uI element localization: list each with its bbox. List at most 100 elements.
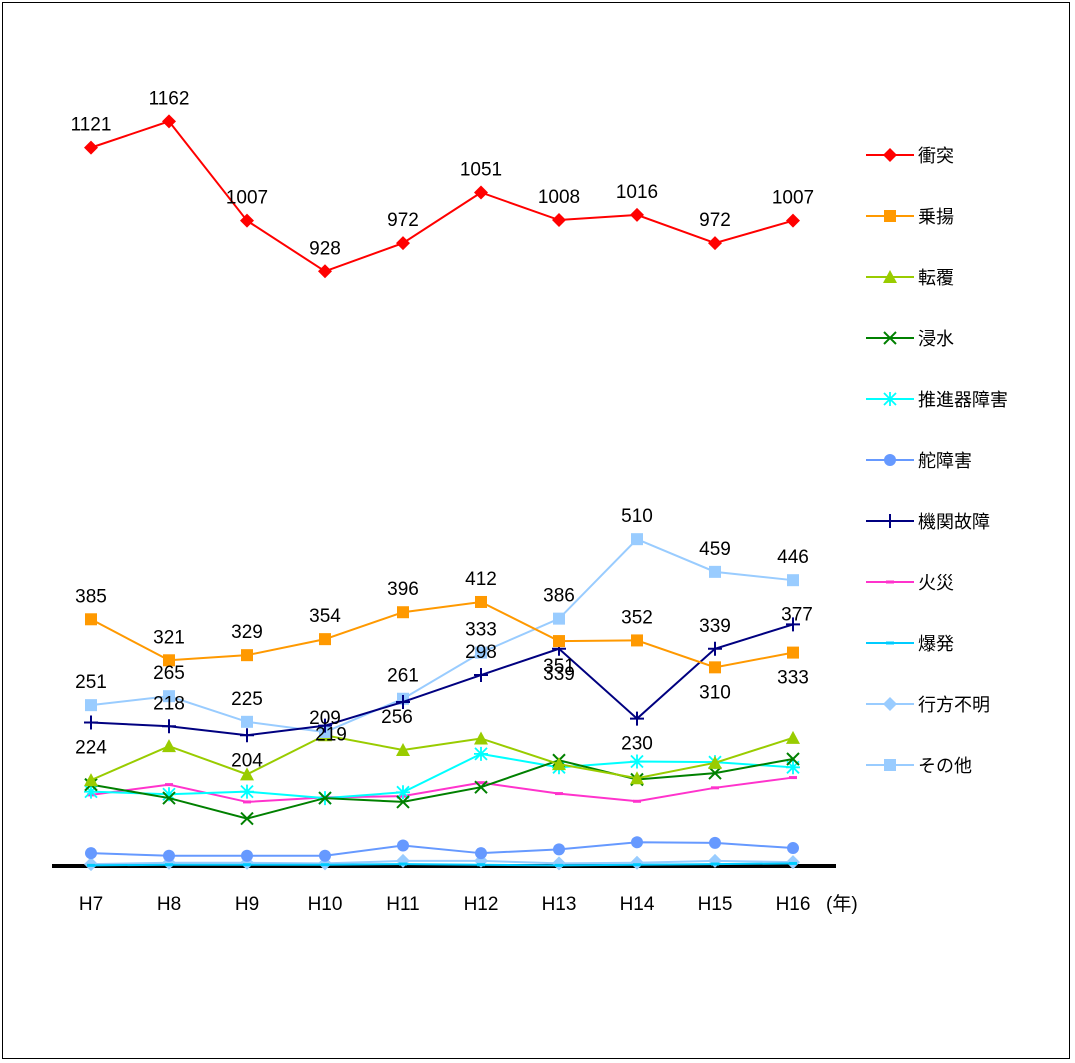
data-label: 1007 xyxy=(772,188,814,209)
x-tick-label: H15 xyxy=(698,894,733,915)
data-point xyxy=(787,842,799,855)
data-label: 230 xyxy=(621,734,653,755)
data-point xyxy=(319,849,331,862)
legend-label: その他 xyxy=(918,756,972,776)
data-label: 354 xyxy=(309,606,341,627)
data-point xyxy=(318,718,332,733)
x-tick-label: H13 xyxy=(542,894,577,915)
legend-label: 衝突 xyxy=(918,146,954,166)
data-point xyxy=(318,264,332,279)
data-label: 219 xyxy=(315,725,347,746)
series-line-1 xyxy=(90,120,794,273)
x-tick-label: H11 xyxy=(386,894,419,915)
data-point xyxy=(633,863,641,867)
series-line-3 xyxy=(90,734,794,782)
x-axis-unit: (年) xyxy=(826,893,858,915)
legend-label: 舵障害 xyxy=(918,451,972,471)
legend-marker xyxy=(883,331,897,345)
data-point xyxy=(321,863,329,867)
data-point xyxy=(162,739,176,753)
data-point xyxy=(631,836,643,849)
data-point xyxy=(553,612,565,625)
data-label: 251 xyxy=(75,672,107,693)
data-point xyxy=(552,757,566,771)
legend-label: 機関故障 xyxy=(918,512,990,532)
data-point xyxy=(708,766,722,780)
data-label: 261 xyxy=(387,666,419,687)
data-label: 396 xyxy=(387,579,419,600)
data-point xyxy=(786,213,800,228)
data-point xyxy=(711,786,719,790)
data-point xyxy=(786,730,800,744)
x-tick-label: H10 xyxy=(308,894,343,915)
x-tick-label: H14 xyxy=(620,894,655,915)
data-label: 352 xyxy=(621,607,653,628)
series-line-2 xyxy=(90,600,794,669)
data-point xyxy=(474,668,488,683)
data-label: 459 xyxy=(699,539,731,560)
series-line-10 xyxy=(90,859,794,866)
data-point xyxy=(165,783,173,787)
data-point xyxy=(162,791,176,805)
series-line-11 xyxy=(90,537,794,734)
data-point xyxy=(475,847,487,860)
data-label: 1051 xyxy=(460,159,502,180)
data-point xyxy=(475,646,487,659)
data-point xyxy=(787,646,799,659)
legend-marker xyxy=(883,270,897,283)
data-label: 333 xyxy=(777,668,809,689)
data-label: 224 xyxy=(75,737,107,758)
x-tick-label: H12 xyxy=(464,894,499,915)
legend-marker xyxy=(886,641,894,645)
data-point xyxy=(630,711,644,726)
data-point xyxy=(162,719,176,734)
data-point xyxy=(240,213,254,228)
data-label: 329 xyxy=(231,622,263,643)
data-label: 298 xyxy=(465,642,497,663)
series-line-4 xyxy=(90,757,794,820)
data-point xyxy=(555,792,563,796)
data-label: 412 xyxy=(465,569,497,590)
data-label: 321 xyxy=(153,627,185,648)
series-line-7 xyxy=(90,623,794,737)
data-point xyxy=(474,185,488,200)
data-point xyxy=(708,236,722,251)
x-tick-label: H7 xyxy=(79,894,103,915)
data-point xyxy=(786,760,800,775)
data-point xyxy=(553,843,565,856)
data-point xyxy=(85,847,97,860)
data-point xyxy=(397,839,409,852)
data-label: 218 xyxy=(153,693,185,714)
data-label: 209 xyxy=(309,708,341,729)
data-point xyxy=(240,728,254,743)
data-point xyxy=(630,754,644,769)
data-label: 204 xyxy=(231,750,263,771)
data-point xyxy=(396,743,410,757)
legend-marker xyxy=(884,210,896,222)
data-point xyxy=(396,785,410,800)
data-point xyxy=(243,800,251,804)
data-label: 377 xyxy=(781,604,813,625)
data-point xyxy=(633,799,641,803)
legend-label: 行方不明 xyxy=(918,695,990,715)
data-point xyxy=(474,780,488,794)
data-label: 333 xyxy=(465,620,497,641)
legend-marker xyxy=(886,580,894,584)
data-label: 1016 xyxy=(616,182,658,203)
data-point xyxy=(162,114,176,129)
data-label: 351 xyxy=(543,656,575,677)
data-label: 256 xyxy=(381,707,413,728)
series-line-5 xyxy=(90,752,794,800)
data-point xyxy=(162,787,176,802)
data-label: 265 xyxy=(153,663,185,684)
data-label: 972 xyxy=(699,210,731,231)
data-point xyxy=(396,236,410,251)
legend-marker xyxy=(883,392,897,406)
data-point xyxy=(789,776,797,780)
data-point xyxy=(397,606,409,619)
data-point xyxy=(240,811,254,826)
x-tick-label: H9 xyxy=(235,894,259,915)
legend-marker xyxy=(884,759,896,771)
data-label: 928 xyxy=(309,238,341,259)
